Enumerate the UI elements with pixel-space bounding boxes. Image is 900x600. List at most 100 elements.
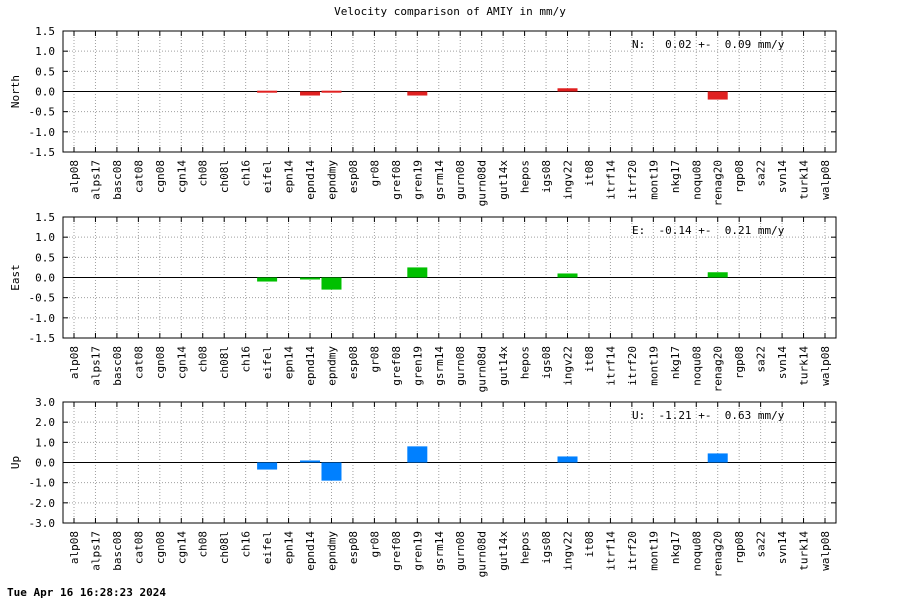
north-bar-epnd14 <box>300 91 321 96</box>
north-xtick-label: cgn08 <box>154 160 167 193</box>
up-xtick-label: basc08 <box>111 531 124 571</box>
up-bar-epndmy <box>321 462 342 481</box>
up-xtick-label: epnd14 <box>304 531 317 571</box>
up-xtick-label: gurn08d <box>476 531 489 577</box>
up-xtick-label: itrf20 <box>626 531 639 571</box>
east-ytick-label: 0.5 <box>35 251 55 264</box>
up-xtick-label: alps17 <box>89 531 102 571</box>
east-xtick-label: cgn14 <box>175 346 188 379</box>
north-xtick-label: walp08 <box>819 160 832 200</box>
north-xtick-label: it08 <box>583 160 596 187</box>
east-xtick-label: epnd14 <box>304 346 317 386</box>
up-xtick-label: igs08 <box>540 531 553 564</box>
north-bar-gren19 <box>407 91 428 96</box>
north-ytick-label: 1.5 <box>35 25 55 38</box>
north-ytick-label: -1.0 <box>29 126 56 139</box>
north-bar-ingv22 <box>557 88 578 92</box>
up-xtick-label: cgn14 <box>175 531 188 564</box>
east-xtick-label: hepos <box>519 346 532 379</box>
north-xtick-label: esp08 <box>347 160 360 193</box>
east-xtick-label: basc08 <box>111 346 124 386</box>
east-xtick-label: gsrm14 <box>433 346 446 386</box>
east-summary: E: -0.14 +- 0.21 mm/y <box>632 224 785 237</box>
north-xtick-label: svn14 <box>776 160 789 193</box>
north-xtick-label: cgn14 <box>175 160 188 193</box>
up-xtick-label: ch08 <box>197 531 210 558</box>
east-xtick-label: epn14 <box>283 346 296 379</box>
up-bar-renag20 <box>707 453 728 463</box>
east-ytick-label: 1.0 <box>35 231 55 244</box>
north-xtick-label: sa22 <box>755 160 768 187</box>
up-bar-gren19 <box>407 446 428 463</box>
east-xtick-label: sa22 <box>755 346 768 373</box>
north-ytick-label: -1.5 <box>29 146 56 159</box>
north-xtick-label: gref08 <box>390 160 403 200</box>
east-ytick-label: 1.5 <box>35 211 55 224</box>
east-ytick-label: 0.0 <box>35 272 55 285</box>
up-xtick-label: noqu08 <box>690 531 703 571</box>
up-ytick-label: 2.0 <box>35 416 55 429</box>
east-xtick-label: cgn08 <box>154 346 167 379</box>
east-xtick-label: walp08 <box>819 346 832 386</box>
north-xtick-label: mont19 <box>647 160 660 200</box>
east-xtick-label: itrf20 <box>626 346 639 386</box>
up-xtick-label: ch16 <box>240 531 253 558</box>
up-xtick-label: it08 <box>583 531 596 558</box>
north-ytick-label: -0.5 <box>29 106 56 119</box>
north-xtick-label: ingv22 <box>562 160 575 200</box>
east-xtick-label: gr08 <box>368 346 381 373</box>
up-bar-ingv22 <box>557 456 578 463</box>
up-xtick-label: itrf14 <box>604 531 617 571</box>
east-xtick-label: itrf14 <box>604 346 617 386</box>
north-axis-label: North <box>9 75 22 108</box>
east-xtick-label: ch08l <box>218 346 231 379</box>
east-bar-ingv22 <box>557 273 578 278</box>
up-xtick-label: gref08 <box>390 531 403 571</box>
east-xtick-label: epndmy <box>325 346 338 386</box>
east-xtick-label: noqu08 <box>690 346 703 386</box>
north-xtick-label: basc08 <box>111 160 124 200</box>
up-ytick-label: 1.0 <box>35 436 55 449</box>
up-xtick-label: eifel <box>261 531 274 564</box>
up-xtick-label: gsrm14 <box>433 531 446 571</box>
north-xtick-label: noqu08 <box>690 160 703 200</box>
up-xtick-label: ingv22 <box>562 531 575 571</box>
up-xtick-label: gut14x <box>497 531 510 571</box>
up-xtick-label: gr08 <box>368 531 381 558</box>
north-xtick-label: cat08 <box>132 160 145 193</box>
north-ytick-label: 1.0 <box>35 45 55 58</box>
east-bar-eifel <box>257 277 278 282</box>
up-xtick-label: nkg17 <box>669 531 682 564</box>
east-xtick-label: alp08 <box>68 346 81 379</box>
east-xtick-label: mont19 <box>647 346 660 386</box>
east-xtick-label: eifel <box>261 346 274 379</box>
north-xtick-label: hepos <box>519 160 532 193</box>
east-xtick-label: gurn08d <box>476 346 489 392</box>
east-xtick-label: rgp08 <box>733 346 746 379</box>
east-xtick-label: ch08 <box>197 346 210 373</box>
east-xtick-label: renag20 <box>712 346 725 392</box>
north-xtick-label: alps17 <box>89 160 102 200</box>
up-xtick-label: turk14 <box>798 531 811 571</box>
east-ytick-label: -1.5 <box>29 332 56 345</box>
north-xtick-label: turk14 <box>798 160 811 200</box>
up-xtick-label: epn14 <box>283 531 296 564</box>
north-xtick-label: igs08 <box>540 160 553 193</box>
east-axis-label: East <box>9 264 22 291</box>
north-bar-renag20 <box>707 91 728 100</box>
up-xtick-label: epndmy <box>325 531 338 571</box>
east-xtick-label: igs08 <box>540 346 553 379</box>
north-ytick-label: 0.5 <box>35 65 55 78</box>
up-ytick-label: -3.0 <box>29 517 56 530</box>
east-xtick-label: alps17 <box>89 346 102 386</box>
east-xtick-label: it08 <box>583 346 596 373</box>
up-xtick-label: alp08 <box>68 531 81 564</box>
north-xtick-label: epnd14 <box>304 160 317 200</box>
up-xtick-label: walp08 <box>819 531 832 571</box>
east-xtick-label: gurn08 <box>454 346 467 386</box>
north-xtick-label: gut14x <box>497 160 510 200</box>
east-xtick-label: turk14 <box>798 346 811 386</box>
up-ytick-label: 3.0 <box>35 396 55 409</box>
up-xtick-label: gren19 <box>411 531 424 571</box>
